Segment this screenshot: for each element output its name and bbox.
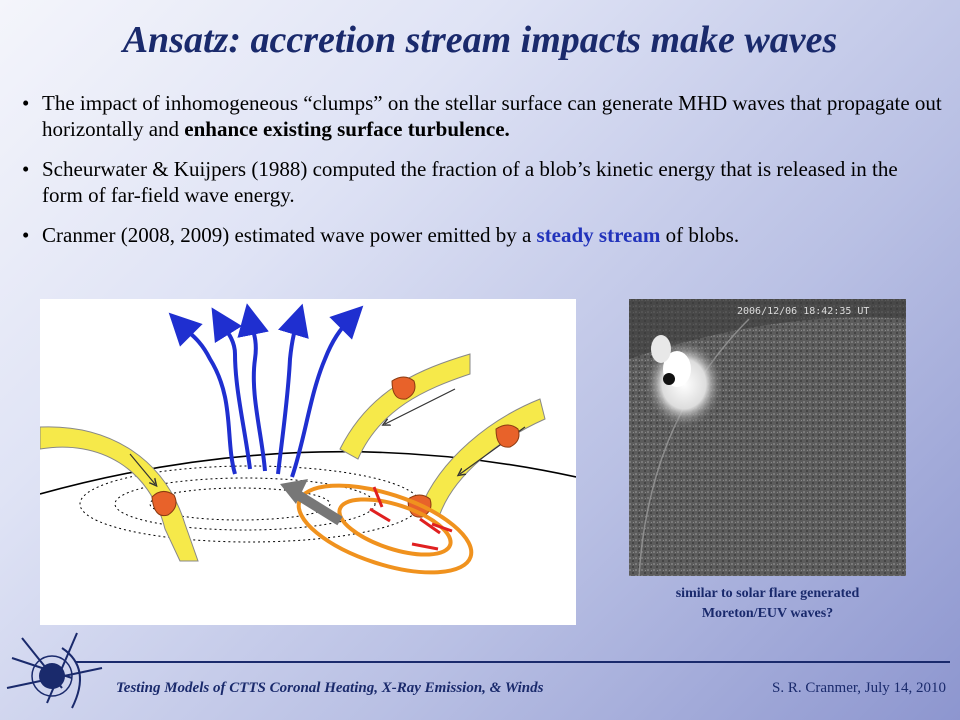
footer-author-date: S. R. Cranmer, July 14, 2010 (772, 680, 946, 696)
caption-line-2: Moreton/EUV waves? (701, 606, 834, 621)
bullet-emphasis: enhance existing surface turbulence. (184, 117, 510, 141)
star-surface (40, 450, 576, 495)
dotted-ring (79, 465, 421, 543)
dotted-ring (149, 487, 331, 521)
bullet-item: • Scheurwater & Kuijpers (1988) computed… (22, 156, 942, 208)
caption-line-1: similar to solar flare generated (675, 586, 860, 601)
bullet-dot: • (22, 157, 30, 181)
star-logo-icon (6, 632, 103, 709)
field-lines (168, 303, 364, 478)
accretion-diagram-svg (40, 303, 576, 575)
bullet-text: Cranmer (2008, 2009) estimated wave powe… (42, 223, 537, 247)
bullet-list: • The impact of inhomogeneous “clumps” o… (22, 90, 942, 262)
accretion-streams (40, 353, 546, 562)
accretion-diagram (40, 299, 576, 625)
footer-title: Testing Models of CTTS Coronal Heating, … (116, 680, 544, 696)
slide-title: Ansatz: accretion stream impacts make wa… (122, 19, 838, 61)
bullet-item: • Cranmer (2008, 2009) estimated wave po… (22, 222, 942, 248)
figure-caption: similar to solar flare generated Moreton… (610, 584, 925, 624)
solar-timestamp: 2006/12/06 18:42:35 UT (737, 306, 869, 317)
arrow-icon (280, 479, 343, 526)
bullet-dot: • (22, 223, 30, 247)
bullet-emphasis-blue: steady stream (536, 223, 661, 247)
bullet-text-after: of blobs. (660, 223, 740, 247)
dotted-ring (114, 477, 376, 531)
bullet-item: • The impact of inhomogeneous “clumps” o… (22, 90, 942, 142)
solar-flare-image: 2006/12/06 18:42:35 UT (629, 299, 906, 576)
wave-ticks (369, 486, 453, 551)
bullet-dot: • (22, 91, 30, 115)
bullet-text: The impact of inhomogeneous “clumps” on … (42, 91, 942, 141)
bullet-text: Scheurwater & Kuijpers (1988) computed t… (42, 157, 898, 207)
footer-rule (75, 661, 950, 663)
solar-flare-svg: 2006/12/06 18:42:35 UT (629, 299, 906, 576)
